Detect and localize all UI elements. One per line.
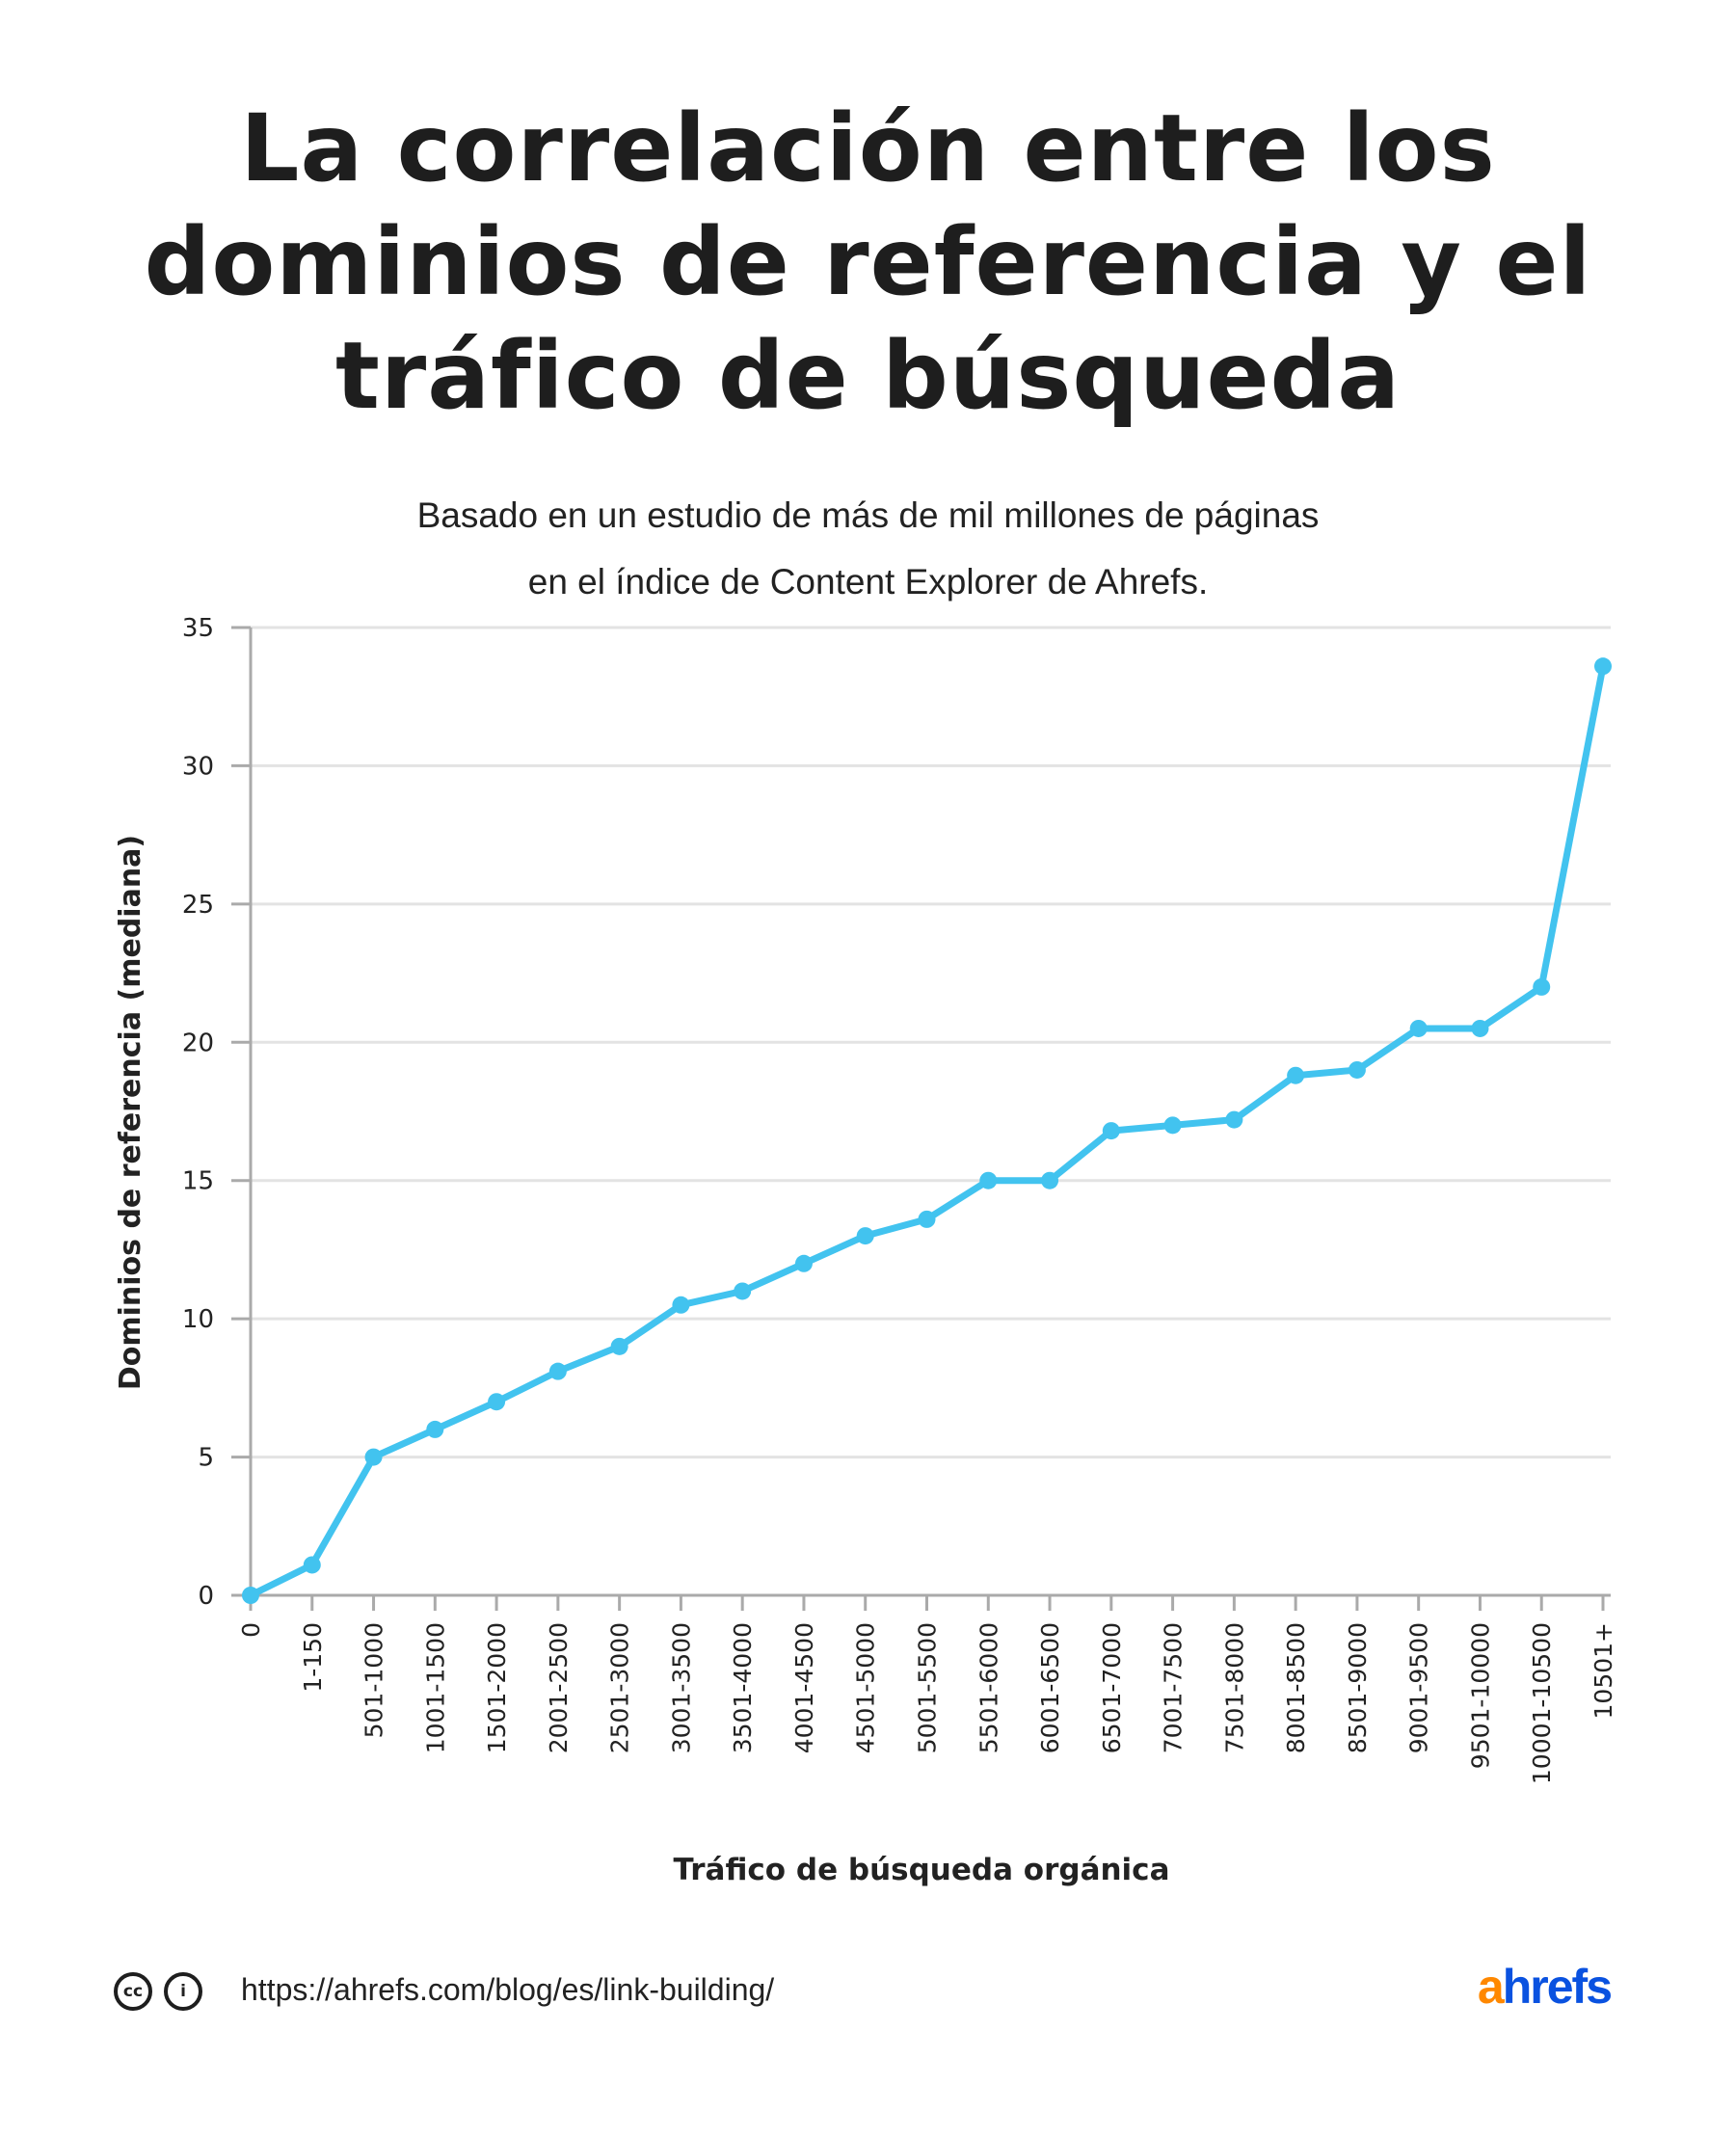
x-tick-label: 1-150 [299, 1622, 327, 1693]
data-point [426, 1420, 444, 1438]
y-tick-label: 35 [182, 614, 214, 643]
data-point [242, 1587, 259, 1604]
data-point [1348, 1060, 1366, 1079]
x-tick-label: 2501-3000 [606, 1622, 634, 1753]
data-point [548, 1362, 567, 1380]
x-tick-label: 8501-9000 [1344, 1622, 1372, 1753]
data-point [794, 1254, 813, 1272]
data-point [364, 1448, 383, 1466]
x-tick-label: 0 [237, 1622, 265, 1638]
y-tick-label: 10 [182, 1305, 214, 1334]
data-point [1409, 1019, 1428, 1037]
subtitle-line-2: en el índice de Content Explorer de Ahre… [527, 562, 1209, 601]
data-point [1533, 977, 1551, 996]
data-point [918, 1210, 936, 1228]
x-tick-label: 10501+ [1589, 1622, 1617, 1719]
x-tick-label: 5501-6000 [975, 1622, 1002, 1753]
subtitle-line-1: Basado en un estudio de más de mil millo… [416, 495, 1320, 535]
data-point [1594, 657, 1612, 676]
data-point [672, 1296, 690, 1314]
x-tick-label: 9501-10000 [1466, 1622, 1494, 1769]
data-point [979, 1171, 998, 1189]
y-tick-label: 25 [182, 891, 214, 920]
data-point [1225, 1110, 1243, 1129]
x-tick-label: 4001-4500 [790, 1622, 818, 1753]
x-axis-label: Tráfico de búsqueda orgánica [674, 1853, 1170, 1887]
y-axis-label: Dominios de referencia (mediana) [114, 835, 147, 1390]
line-chart: 0 5 10 15 20 25 30 35 0 1-150 501-1000 1001-1500 150… [114, 614, 1617, 1887]
data-point [856, 1227, 874, 1245]
y-tick-label: 30 [182, 752, 214, 781]
chart-title: La correlación entre los dominios de ref… [144, 94, 1592, 430]
data-point [1163, 1116, 1182, 1135]
x-tick-label: 7001-7500 [1160, 1622, 1188, 1753]
x-tick-label: 8001-8500 [1282, 1622, 1310, 1753]
data-point [488, 1393, 506, 1411]
data-point [1102, 1122, 1120, 1140]
data-point [303, 1556, 321, 1574]
data-point [734, 1282, 752, 1300]
x-tick-label: 2001-2500 [545, 1622, 573, 1753]
x-tick-label: 6001-6500 [1036, 1622, 1064, 1753]
data-point [1041, 1171, 1059, 1189]
ahrefs-logo: ahrefs [1477, 1960, 1613, 2014]
source-url[interactable]: https://ahrefs.com/blog/es/link-building… [241, 1972, 775, 2007]
y-tick-label: 0 [198, 1582, 214, 1611]
chart-subtitle: Basado en un estudio de más de mil millo… [0, 482, 1736, 615]
x-tick-label: 6501-7000 [1098, 1622, 1126, 1753]
y-tick-label: 15 [182, 1167, 214, 1196]
x-tick-label: 7501-8000 [1220, 1622, 1248, 1753]
y-tick-label: 5 [198, 1444, 214, 1473]
data-point [1471, 1019, 1489, 1037]
x-tick-label: 501-1000 [361, 1622, 388, 1738]
x-tick-label: 10001-10500 [1528, 1622, 1556, 1784]
y-tick-label: 20 [182, 1029, 214, 1057]
x-tick-label: 1001-1500 [421, 1622, 449, 1753]
x-tick-label: 4501-5000 [852, 1622, 880, 1753]
x-tick-label: 3001-3500 [667, 1622, 695, 1753]
x-tick-label: 5001-5500 [914, 1622, 942, 1753]
x-tick-label: 3501-4000 [729, 1622, 757, 1753]
attribution-icon: i [164, 1972, 202, 2011]
x-tick-label: 1501-2000 [483, 1622, 511, 1753]
cc-icon: cc [114, 1972, 152, 2011]
data-point [610, 1337, 628, 1355]
data-point [1287, 1066, 1305, 1084]
x-tick-label: 9001-9500 [1405, 1622, 1433, 1753]
